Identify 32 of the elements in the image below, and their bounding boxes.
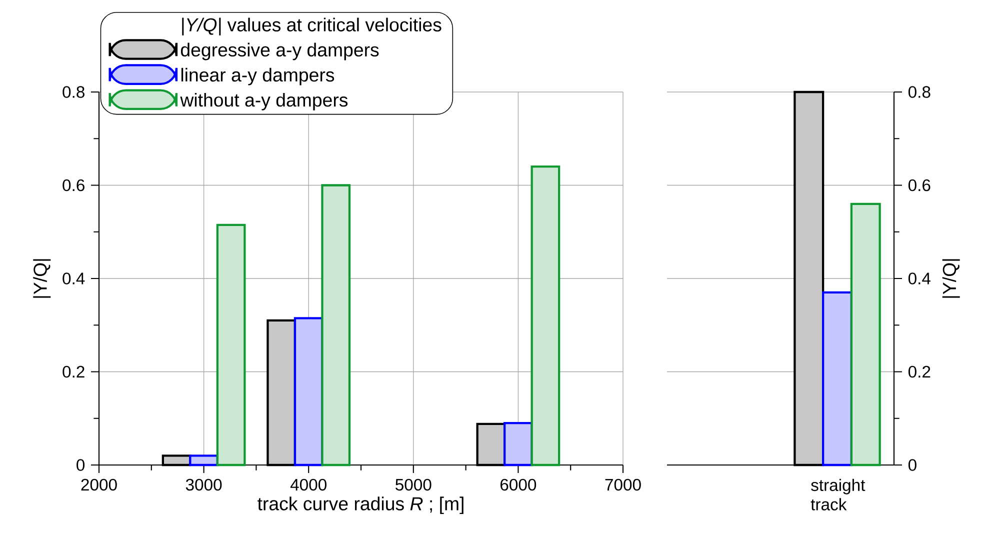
x-axis-title: track curve radius R ; [m] [258,496,464,514]
x-tick-label: 3000 [186,478,222,491]
y-tick-label: 0.2 [908,366,930,378]
y-tick-label: 0.4 [908,272,931,284]
legend-label: without a-y dampers [180,92,348,110]
y-axis-title: |Y/Q| [33,259,51,298]
bar [294,317,324,466]
x-tick-label: 6000 [500,478,536,491]
x-tick-label: 2000 [81,478,117,491]
bar [321,184,351,466]
y-tick-label: 0.6 [62,179,84,192]
x-tick-label: 5000 [396,478,432,491]
x-tick-label: 7000 [605,478,641,491]
legend-label: linear a-y dampers [181,68,334,86]
bar [530,166,560,466]
y-axis-title: |Y/Q| [942,259,960,298]
bar [822,291,853,466]
legend-title: |Y/Q| values at critical velocities [182,18,442,36]
bar [189,454,218,466]
y-tick-label: 0.4 [62,272,85,284]
legend-label: degressive a-y dampers [180,42,379,60]
y-tick-label: 0.8 [62,86,84,98]
y-tick-label: 0 [76,459,85,471]
bar [216,224,246,466]
bar [850,202,881,466]
x-tick-label: straight track [810,478,866,510]
bar [504,422,533,466]
y-tick-label: 0.6 [908,179,930,192]
y-tick-label: 0 [908,459,916,471]
y-tick-label: 0.8 [908,86,930,98]
y-tick-label: 0.2 [62,366,84,378]
x-tick-label: 4000 [290,478,326,491]
